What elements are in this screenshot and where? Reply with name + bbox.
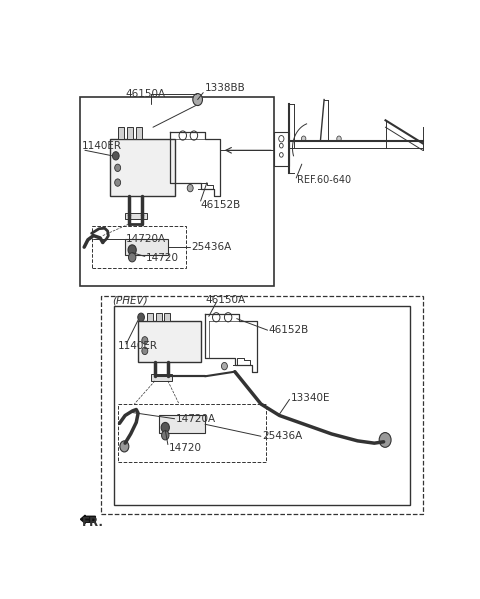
Circle shape [162, 431, 169, 440]
Bar [156, 313, 162, 321]
Circle shape [221, 362, 228, 370]
Text: 1338BB: 1338BB [204, 83, 245, 93]
Bar [274, 132, 289, 167]
Text: 25436A: 25436A [262, 431, 302, 441]
Text: 25436A: 25436A [192, 242, 231, 252]
Circle shape [138, 313, 144, 322]
Bar [158, 416, 205, 432]
Bar [118, 127, 124, 139]
Bar [81, 97, 274, 286]
Text: 46150A: 46150A [125, 89, 165, 99]
Bar [138, 321, 202, 362]
Circle shape [337, 136, 341, 141]
Circle shape [193, 93, 203, 105]
Bar [136, 127, 142, 139]
Text: FR.: FR. [83, 516, 104, 530]
Circle shape [187, 184, 193, 192]
Bar [164, 313, 170, 321]
Text: 46152B: 46152B [269, 325, 309, 335]
Text: 1140ER: 1140ER [82, 141, 121, 151]
Circle shape [301, 136, 306, 141]
Circle shape [161, 422, 169, 432]
Bar [119, 404, 266, 462]
Bar [151, 374, 172, 381]
Text: 14720A: 14720A [176, 414, 216, 423]
Circle shape [129, 253, 136, 262]
Bar [101, 295, 423, 514]
Text: 13340E: 13340E [290, 394, 330, 404]
Text: 46150A: 46150A [205, 295, 245, 305]
Circle shape [115, 179, 120, 186]
Text: 46152B: 46152B [201, 199, 241, 210]
Bar [110, 139, 175, 196]
Bar [92, 226, 186, 268]
Circle shape [128, 245, 136, 255]
Bar [114, 306, 410, 506]
Text: 14720: 14720 [169, 443, 202, 453]
Text: REF.60-640: REF.60-640 [297, 176, 351, 185]
Circle shape [115, 164, 120, 171]
Text: 14720A: 14720A [126, 234, 167, 244]
Text: 1140ER: 1140ER [118, 341, 157, 351]
FancyArrow shape [81, 515, 96, 524]
Circle shape [379, 432, 391, 447]
Bar [147, 313, 153, 321]
Circle shape [142, 347, 148, 355]
Circle shape [120, 441, 129, 452]
Text: (PHEV): (PHEV) [112, 295, 148, 305]
Text: 14720: 14720 [146, 253, 179, 263]
Bar [125, 213, 147, 219]
Bar [125, 239, 168, 255]
Circle shape [112, 152, 119, 160]
Circle shape [142, 337, 148, 344]
Bar [127, 127, 133, 139]
